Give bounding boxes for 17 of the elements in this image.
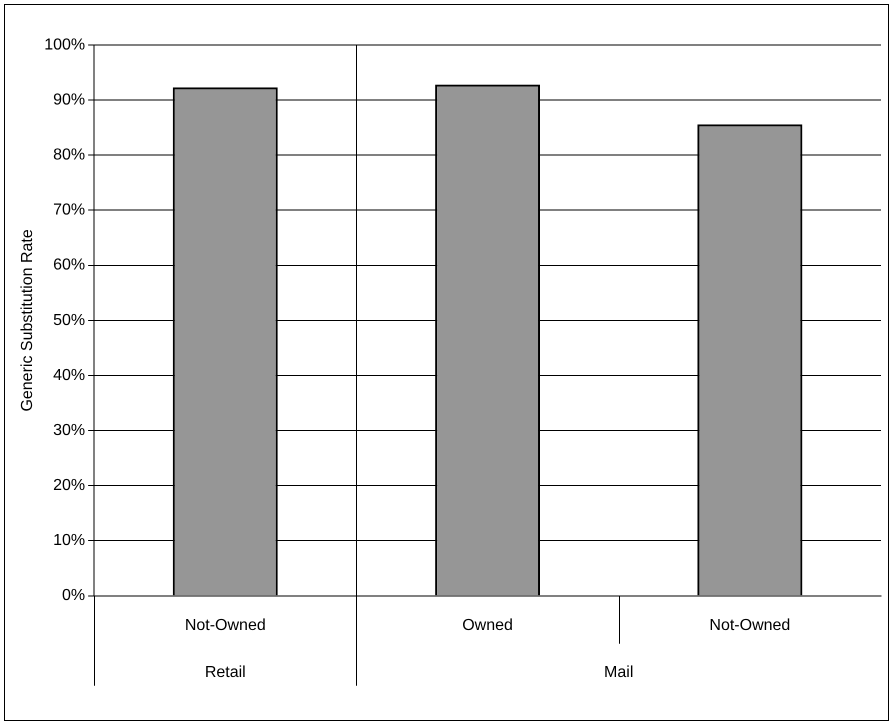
x-tick-label: Not-Owned [709,616,790,634]
y-tick-label: 40% [53,366,86,384]
text: Mail [604,664,634,682]
y-tick-label: 50% [53,312,86,329]
y-tick-label: 30% [53,422,86,439]
y-tick-label: 60% [53,256,86,274]
text: Retail [204,664,246,682]
y-tick-label: 100% [44,36,86,54]
y-axis-title: Generic Substitution Rate [19,229,36,412]
y-tick-label: 70% [53,202,86,219]
y-tick-label: 0% [62,587,86,604]
y-tick-label: 80% [53,146,86,164]
y-tick-label: 90% [53,91,86,108]
y-tick-label: 10% [53,532,86,550]
x-tick-label: Not-Owned [184,616,266,634]
x-tick-label: Owned [462,616,513,634]
y-tick-label: 20% [53,477,86,494]
